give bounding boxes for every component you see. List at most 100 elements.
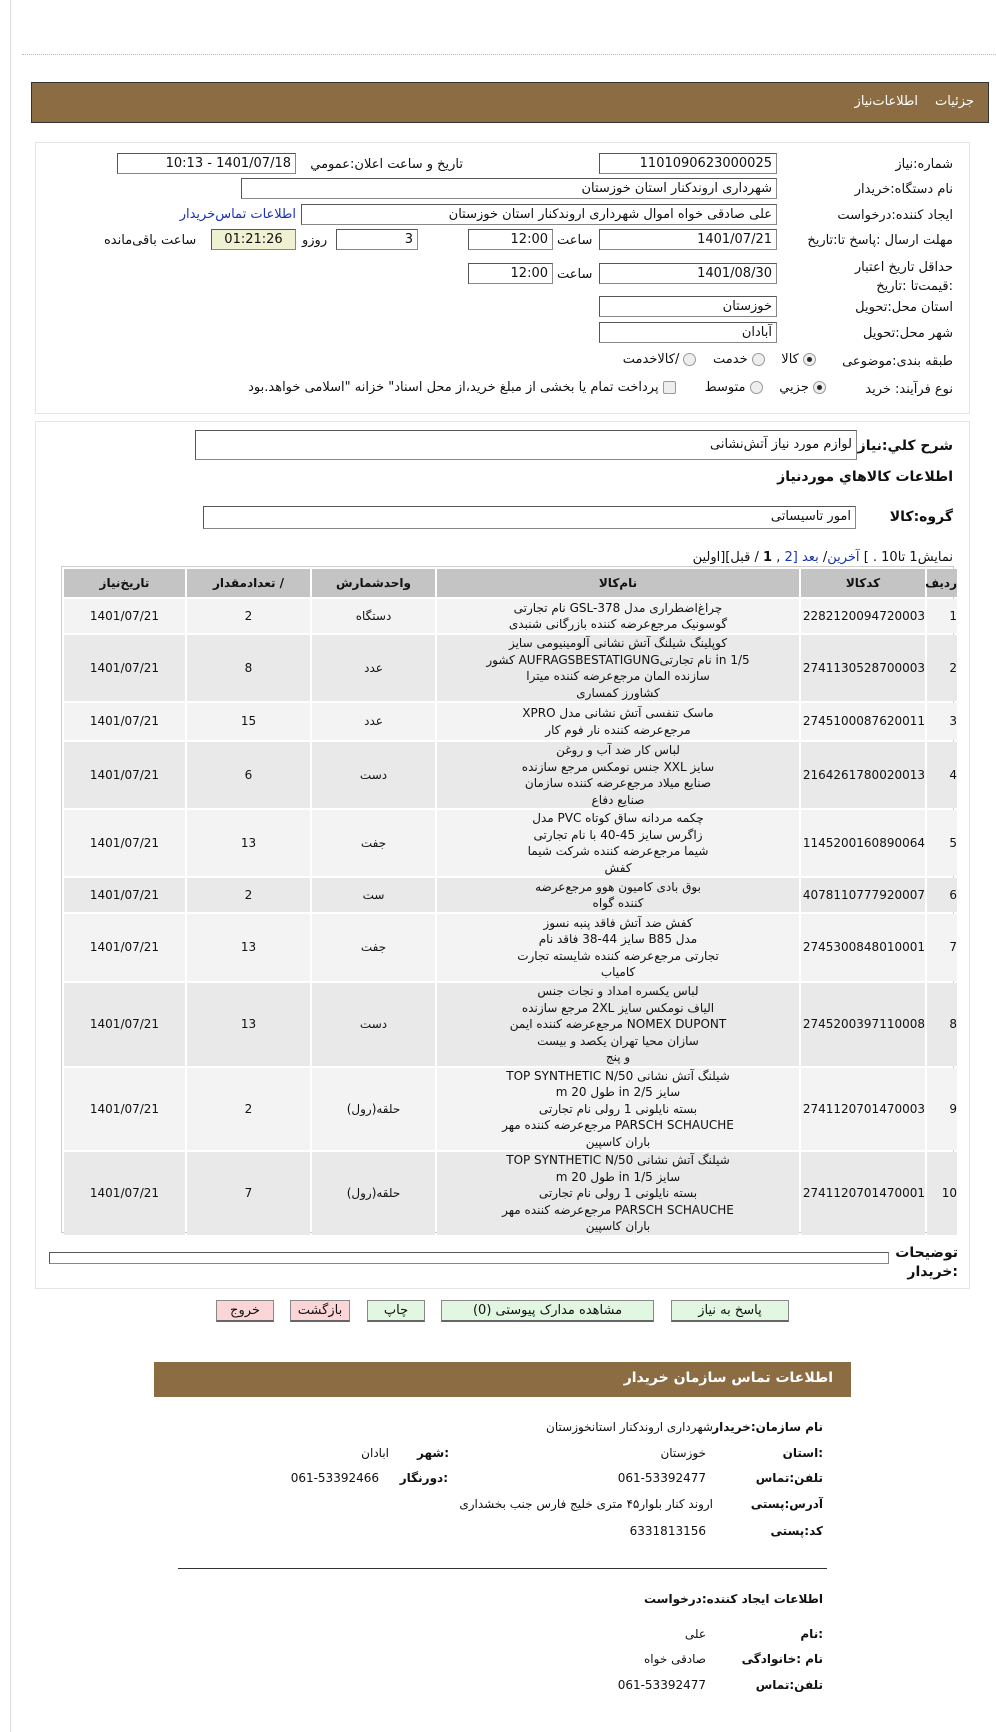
cell-date: 1401/07/21 [64, 983, 185, 1066]
table-row: 3 2745100087620011 ماسک تنفسی آتش نشانی مد… [64, 703, 957, 740]
buyer-label: نام دستگاه:خریدار [854, 182, 953, 197]
pagination-showing: نمایش1 تا10 . ] [863, 550, 953, 565]
radio-minor-label: جزیي [779, 380, 809, 395]
table-row: 2 2741130528700003 کوپلینگ شیلنگ آتش نشانی… [64, 635, 957, 701]
deadline-time-field: 12:00 [468, 229, 553, 250]
deadline-time-label: ساعت [557, 233, 593, 248]
goods-table: ردیف کدکالا نام‌کالا واحدشمارش / تعدادمق… [62, 567, 959, 1237]
deadline-label: مهلت ارسال :پاسخ تا:تاریخ [807, 233, 953, 248]
tab-details[interactable]: جزئیات [935, 94, 974, 109]
creator-title: اطلاعات ایجاد کننده:درخواست [643, 1592, 823, 1606]
cell-date: 1401/07/21 [64, 1067, 185, 1150]
pagination-prev-first[interactable]: / قبل][اولین [692, 550, 759, 565]
cell-date: 1401/07/21 [64, 878, 185, 912]
cell-qty: 2 [187, 1067, 310, 1150]
fax-value: 061-53392466 [290, 1471, 379, 1485]
radio-minor[interactable] [813, 381, 826, 394]
reply-button[interactable]: پاسخ به نیاز [671, 1300, 789, 1322]
col-code: کدکالا [801, 569, 925, 597]
radio-medium-label: متوسط [704, 380, 746, 395]
province-contact-label: :استان [782, 1446, 823, 1460]
pagination-last[interactable]: آخرین [827, 550, 860, 565]
cell-unit: عدد [312, 635, 435, 701]
goods-section-title: اطلاعات کالاهاي موردنیاز [777, 469, 953, 485]
city-field: آبادان [599, 322, 777, 343]
exit-button[interactable]: خروج [216, 1300, 274, 1322]
cell-qty: 13 [187, 810, 310, 876]
process-radio-group: جزیي متوسط پرداخت تمام یا بخشی از مبلغ خ… [248, 380, 826, 395]
cell-unit: دست [312, 983, 435, 1066]
cell-name: شیلنگ آتش نشانی TOP SYNTHETIC N/50 سایز … [437, 1152, 799, 1235]
pagination-next[interactable]: بعد [801, 550, 819, 565]
cell-row-number: 4 [927, 742, 957, 808]
attachments-button[interactable]: مشاهده مدارک پیوستی (0) [441, 1300, 654, 1322]
pagination-sep: , [776, 550, 785, 565]
cell-unit: ست [312, 878, 435, 912]
cell-unit: دست [312, 742, 435, 808]
table-row: 9 2741120701470003 شیلنگ آتش نشانی TOP SYN… [64, 1067, 957, 1150]
buyer-contact-link[interactable]: اطلاعات تماس‌خریدار [179, 207, 296, 222]
radio-goods[interactable] [803, 353, 816, 366]
pagination-page-2[interactable]: [2 [784, 550, 798, 565]
pagination: نمایش1 تا10 . ] آخرین/ بعد [2 , 1 / قبل]… [692, 550, 953, 565]
treasury-text: پرداخت تمام یا بخشی از مبلغ خرید،از محل … [248, 380, 659, 395]
remaining-label: ساعت باقی‌مانده [104, 233, 197, 248]
treasury-checkbox[interactable] [662, 381, 676, 394]
cell-date: 1401/07/21 [64, 742, 185, 808]
province-field: خوزستان [599, 296, 777, 317]
cell-code: 2745100087620011 [801, 703, 925, 740]
tab-need-info[interactable]: اطلاعات‌نیاز [854, 94, 918, 109]
cell-row-number: 3 [927, 703, 957, 740]
name-value: علی [684, 1627, 706, 1641]
cell-row-number: 7 [927, 914, 957, 981]
cell-row-number: 2 [927, 635, 957, 701]
table-row: 8 2745200397110008 لباس یکسره امداد و نجات… [64, 983, 957, 1066]
cell-code: 1145200160890064 [801, 810, 925, 876]
cell-unit: دستگاه [312, 599, 435, 633]
creator-phone-label: تلفن:تماس [755, 1678, 823, 1692]
cell-name: شیلنگ آتش نشانی TOP SYNTHETIC N/50 سایز … [437, 1067, 799, 1150]
days-field: 3 [336, 229, 418, 250]
summary-label: شرح کلي:نیاز [857, 438, 953, 454]
cell-date: 1401/07/21 [64, 810, 185, 876]
need-number-label: شماره:نیاز [895, 157, 953, 172]
family-label: نام :خانوادگی [741, 1652, 823, 1666]
table-row: 7 2745300848010001 کفش ضد آتش فاقد پنبه نس… [64, 914, 957, 981]
contact-title: اطلاعات تماس سازمان خریدار [623, 1370, 833, 1386]
group-field: امور تاسیساتی [203, 506, 856, 529]
radio-goods-label: کالا [781, 352, 799, 367]
category-label: طبقه بندی:موضوعی [842, 354, 953, 369]
print-button[interactable]: چاپ [367, 1300, 425, 1322]
category-radio-group: کالا خدمت /کالاخدمت [623, 352, 816, 367]
back-button[interactable]: بازگشت [290, 1300, 350, 1322]
city-contact-label: :شهر [417, 1446, 449, 1460]
cell-row-number: 5 [927, 810, 957, 876]
cell-name: بوق بادی کامیون هوو مرجع‌عرضه کننده گواه [437, 878, 799, 912]
table-row: 4 2164261780020013 لباس کار ضد آب و روغن س… [64, 742, 957, 808]
radio-goods-service-label: /کالاخدمت [622, 352, 680, 367]
cell-name: کوپلینگ شیلنگ آتش نشانی آلومینیومی سایز … [437, 635, 799, 701]
days-label: روزو [302, 233, 328, 248]
col-row: ردیف [925, 569, 957, 597]
contact-divider [178, 1568, 827, 1569]
cell-code: 2741120701470003 [801, 1067, 925, 1150]
col-name: نام‌کالا [437, 569, 799, 597]
table-row: 5 1145200160890064 چکمه مردانه ساق کوتاه P… [64, 810, 957, 876]
cell-unit: حلقه(رول) [312, 1067, 435, 1150]
pagination-page-1: 1 [763, 550, 773, 565]
radio-goods-service[interactable] [683, 353, 697, 366]
table-row: 1 2282120094720003 چراغ‌اضطراری مدل GSL-37… [64, 599, 957, 633]
col-unit: واحدشمارش [312, 569, 435, 597]
creator-label: ایجاد کننده:درخواست [837, 208, 953, 223]
announce-field: 1401/07/18 - 10:13 [117, 153, 296, 174]
buyer-notes-label: توضیحات :خریدار [895, 1245, 958, 1280]
creator-field: علی صادقی خواه اموال شهرداری اروندکنار ا… [301, 204, 777, 225]
radio-medium[interactable] [749, 381, 763, 394]
cell-row-number: 8 [927, 983, 957, 1066]
buyer-field: شهرداری اروندکنار استان خوزستان [241, 178, 777, 199]
cell-code: 2745200397110008 [801, 983, 925, 1066]
radio-service[interactable] [751, 353, 765, 366]
deadline-date-field: 1401/07/21 [599, 229, 777, 250]
postal-label: کد:پستی [770, 1524, 823, 1538]
phone-label: تلفن:تماس [755, 1471, 823, 1485]
